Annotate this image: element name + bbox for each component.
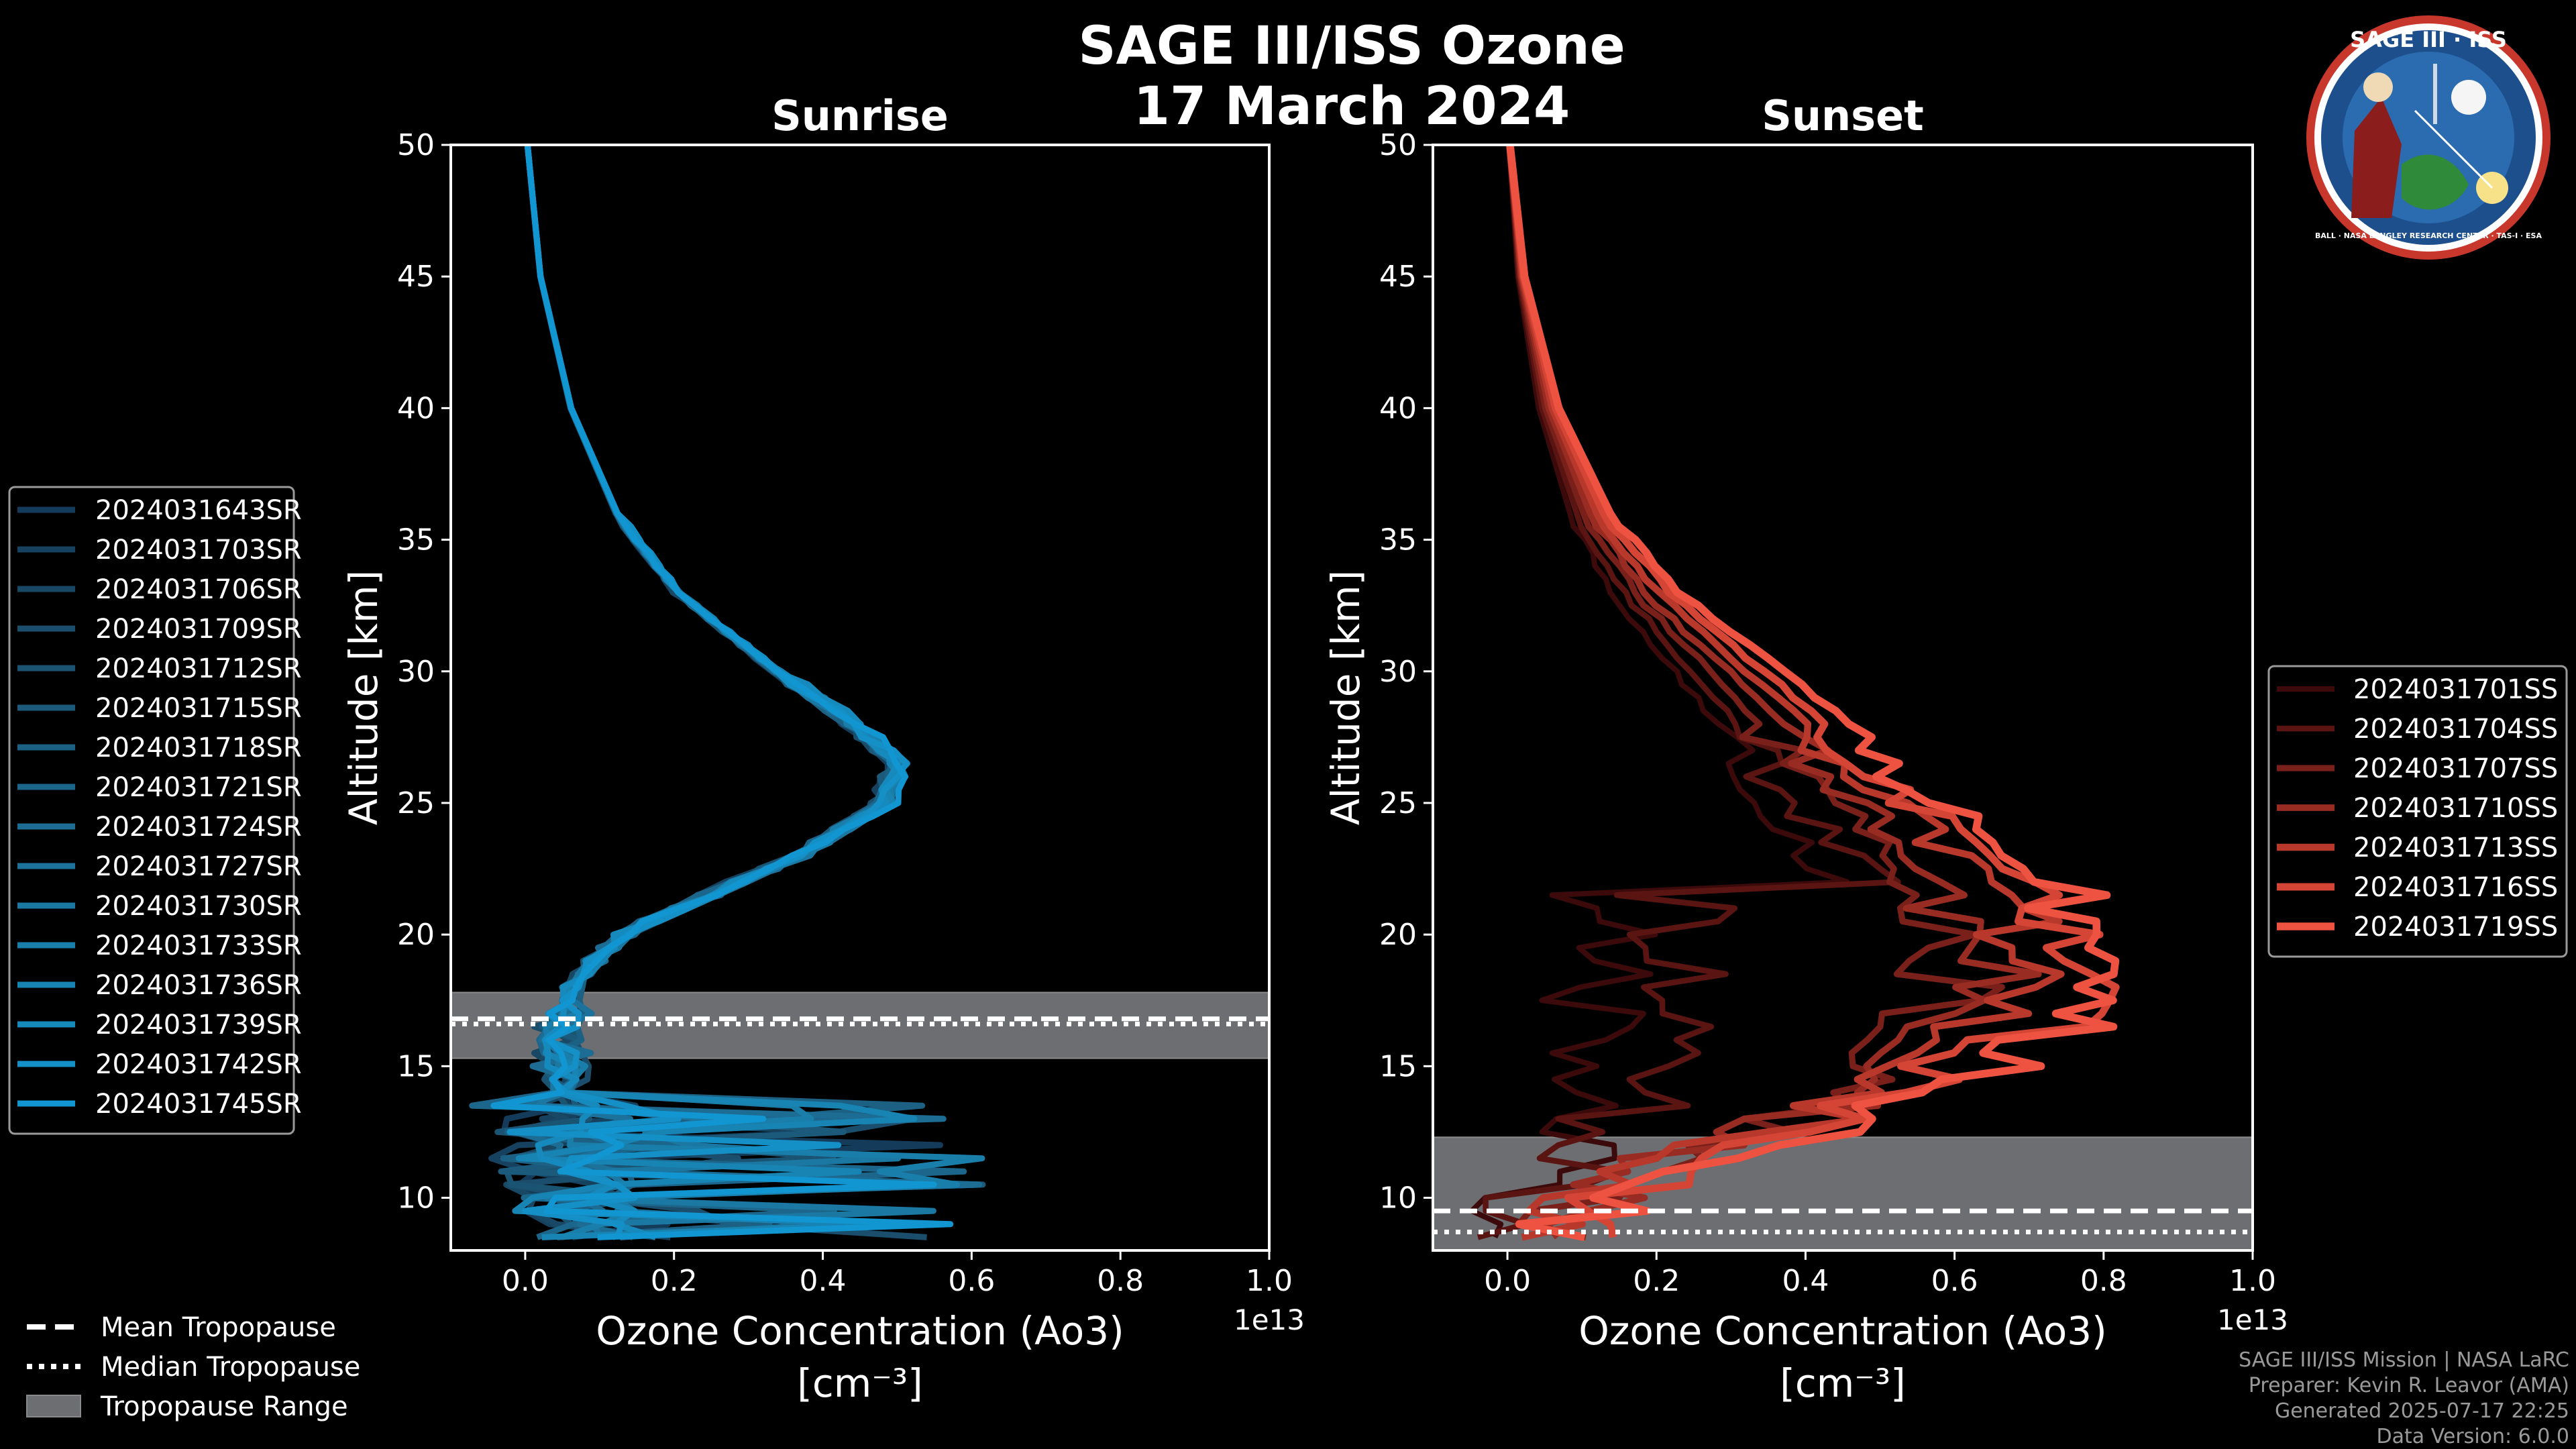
legend-label: 2024031718SR — [95, 733, 302, 763]
panel-title: Sunrise — [771, 91, 949, 140]
x-tick-label: 0.0 — [1484, 1264, 1531, 1298]
x-multiplier: 1e13 — [2217, 1303, 2288, 1336]
series-lines — [1469, 145, 2120, 1242]
plot-area — [1433, 145, 2253, 1250]
x-axis-label: Ozone Concentration (Ao3) — [1578, 1308, 2107, 1354]
y-axis-label: Altitude [km] — [341, 570, 386, 825]
y-tick-label: 40 — [1379, 391, 1417, 425]
legend-label: 2024031716SS — [2353, 872, 2558, 903]
legend-label: 2024031704SS — [2353, 714, 2558, 745]
tropopause-range-band — [451, 991, 1269, 1059]
x-axis-label: Ozone Concentration (Ao3) — [596, 1308, 1124, 1354]
legend-label: 2024031706SR — [95, 574, 302, 605]
mean-tropopause-label: Mean Tropopause — [101, 1312, 336, 1343]
sunrise-panel: 10 15 20 25 30 35 40 45 50 0.0 0.2 0.4 0.6 0.8 1.0 1e13… — [341, 91, 1305, 1406]
y-tick-label: 20 — [397, 918, 435, 952]
legend-label: 2024031733SR — [95, 930, 302, 961]
y-tick-label: 25 — [1379, 786, 1417, 820]
sunrise-legend: 2024031643SR 2024031703SR 2024031706SR 2024… — [8, 486, 302, 1135]
legend-label: 2024031713SS — [2353, 833, 2558, 863]
sunset-panel: 10 15 20 25 30 35 40 45 50 0.0 0.2 0.4 0.6 0.8 1.0 1e13… — [1323, 91, 2288, 1406]
y-tick-label: 35 — [397, 523, 435, 557]
y-tick-label: 15 — [397, 1049, 435, 1083]
x-tick-label: 0.8 — [1097, 1264, 1144, 1298]
legend-label: 2024031703SR — [95, 535, 302, 566]
legend-label: 2024031707SS — [2353, 753, 2558, 784]
y-tick-label: 45 — [397, 260, 435, 294]
legend-label: 2024031701SS — [2353, 674, 2558, 705]
y-tick-label: 30 — [1379, 655, 1417, 689]
x-tick-label: 1.0 — [2229, 1264, 2276, 1298]
x-tick-label: 0.8 — [2080, 1264, 2127, 1298]
credit-line-3: Generated 2025-07-17 22:25 — [2275, 1399, 2569, 1423]
y-tick-label: 15 — [1379, 1049, 1417, 1083]
legend-label: 2024031719SS — [2353, 912, 2558, 943]
tropopause-range-label: Tropopause Range — [100, 1391, 348, 1422]
y-tick-label: 10 — [1379, 1181, 1417, 1216]
y-tick-label: 50 — [397, 128, 435, 162]
x-tick-label: 0.4 — [1782, 1264, 1829, 1298]
legend-label: 2024031739SR — [95, 1010, 302, 1040]
x-tick-label: 0.0 — [502, 1264, 549, 1298]
credit-line-1: SAGE III/ISS Mission | NASA LaRC — [2239, 1348, 2569, 1372]
y-tick-label: 20 — [1379, 918, 1417, 952]
legend-label: 2024031712SR — [95, 653, 302, 684]
y-tick-label: 25 — [397, 786, 435, 820]
legend-label: 2024031643SR — [95, 495, 302, 526]
legend-label: 2024031736SR — [95, 970, 302, 1001]
x-tick-label: 0.6 — [948, 1264, 995, 1298]
x-tick-label: 0.4 — [800, 1264, 847, 1298]
figure-title-line1: SAGE III/ISS Ozone — [1078, 16, 1625, 76]
legend-frame — [8, 486, 295, 1135]
y-tick-label: 35 — [1379, 523, 1417, 557]
sunset-legend: 2024031701SS 2024031704SS 2024031707SS 2024… — [2267, 665, 2568, 958]
series-lines — [469, 145, 986, 1240]
mission-patch-title: SAGE III · ISS — [2350, 27, 2507, 52]
legend-label: 2024031710SS — [2353, 793, 2558, 824]
x-tick-label: 0.2 — [651, 1264, 698, 1298]
credits: SAGE III/ISS Mission | NASA LaRC Prepare… — [2239, 1348, 2569, 1448]
tropopause-range-swatch — [26, 1395, 81, 1417]
legend-frame — [2267, 665, 2568, 958]
y-axis-label: Altitude [km] — [1323, 570, 1368, 825]
plot-frame — [1432, 144, 2254, 1252]
legend-label: 2024031715SR — [95, 693, 302, 724]
x-tick-label: 1.0 — [1246, 1264, 1293, 1298]
mission-patch-ring-text: BALL · NASA LANGLEY RESEARCH CENTER · TA… — [2315, 231, 2542, 240]
y-tick-label: 30 — [397, 655, 435, 689]
y-tick-label: 45 — [1379, 260, 1417, 294]
credit-line-4: Data Version: 6.0.0 — [2377, 1425, 2569, 1448]
y-tick-label: 40 — [397, 391, 435, 425]
credit-line-2: Preparer: Kevin R. Leavor (AMA) — [2249, 1374, 2569, 1397]
x-tick-label: 0.6 — [1931, 1264, 1978, 1298]
panel-title: Sunset — [1762, 91, 1924, 140]
legend-label: 2024031730SR — [95, 891, 302, 922]
legend-label: 2024031724SR — [95, 812, 302, 843]
legend-label: 2024031709SR — [95, 614, 302, 645]
mission-patch-logo: SAGE III · ISS BALL · NASA LANGLEY RESEA… — [2306, 15, 2551, 260]
median-tropopause-label: Median Tropopause — [101, 1352, 360, 1383]
x-axis-units: [cm⁻³] — [1780, 1360, 1906, 1406]
legend-label: 2024031721SR — [95, 772, 302, 803]
legend-label: 2024031727SR — [95, 851, 302, 882]
series-line-2024031719SS — [1506, 145, 2120, 1242]
x-multiplier: 1e13 — [1234, 1303, 1305, 1336]
y-tick-label: 50 — [1379, 128, 1417, 162]
tropopause-legend: Mean Tropopause Median Tropopause Tropop… — [26, 1312, 360, 1422]
series-line-2024031745SR — [490, 145, 954, 1240]
x-axis-units: [cm⁻³] — [797, 1360, 923, 1406]
figure-title-line2: 17 March 2024 — [1134, 76, 1570, 137]
y-tick-label: 10 — [397, 1181, 435, 1216]
x-tick-label: 0.2 — [1633, 1264, 1680, 1298]
legend-label: 2024031745SR — [95, 1089, 302, 1120]
legend-label: 2024031742SR — [95, 1049, 302, 1080]
plot-frame — [449, 144, 1271, 1252]
